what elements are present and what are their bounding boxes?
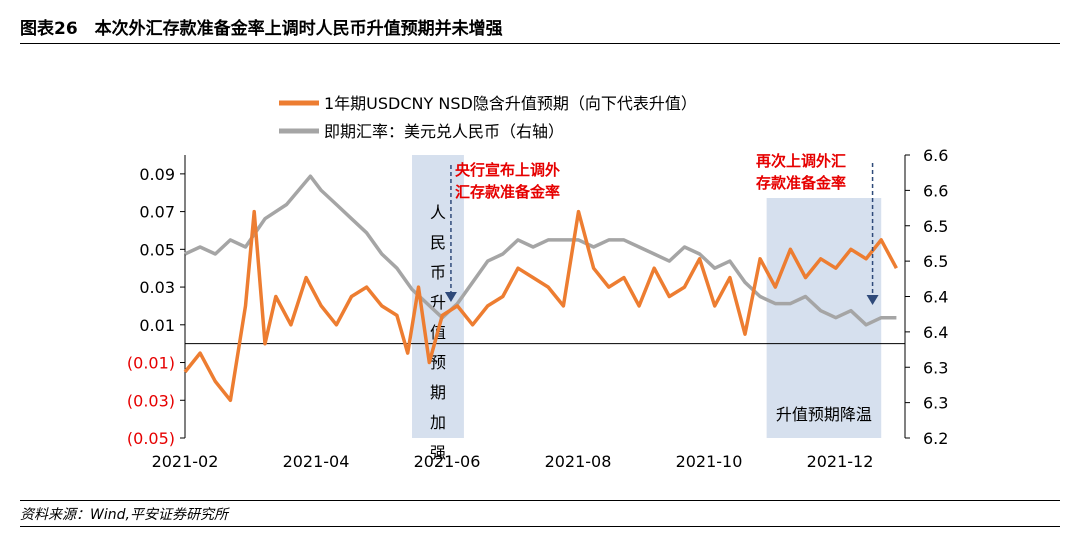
- y-right-tick-label: 6.3: [923, 394, 948, 413]
- y-left-tick-label: 0.09: [139, 165, 175, 184]
- source-note: 资料来源：Wind,平安证券研究所: [20, 507, 228, 523]
- y-right-tick-label: 6.6: [923, 146, 948, 165]
- shade-band: [766, 198, 882, 438]
- annotation-arrow-head: [866, 295, 879, 305]
- legend-item-spot-label: 即期汇率：美元兑人民币（右轴）: [324, 122, 564, 141]
- y-left-tick-label: (0.01): [127, 354, 175, 373]
- annotation-arrow-head: [444, 292, 457, 302]
- source-rule-bottom: [20, 526, 1060, 527]
- x-tick-label: 2021-10: [676, 452, 743, 471]
- y-right-tick-label: 6.5: [923, 252, 948, 271]
- series-line-nsd: [183, 209, 898, 403]
- band-label: 人民币升值预期加强: [430, 203, 446, 462]
- y-right-tick-label: 6.3: [923, 358, 948, 377]
- x-tick-label: 2021-04: [283, 452, 350, 471]
- y-left-tick-label: (0.03): [127, 391, 175, 410]
- x-tick-label: 2021-08: [545, 452, 612, 471]
- source-rule-top: [20, 500, 1060, 501]
- x-tick-label: 2021-06: [414, 452, 481, 471]
- title-rule: [20, 43, 1060, 44]
- y-right-tick-label: 6.4: [923, 288, 948, 307]
- annotation-text: 汇存款准备金率: [455, 183, 560, 201]
- series-line-spot: [184, 174, 897, 327]
- annotation-text: 央行宣布上调外: [455, 161, 560, 179]
- y-right-tick-label: 6.6: [923, 181, 948, 200]
- y-left-tick-label: 0.01: [139, 316, 175, 335]
- band-label: 升值预期降温: [776, 405, 872, 424]
- x-tick-label: 2021-02: [152, 452, 219, 471]
- legend-item-nsd-label: 1年期USDCNY NSD隐含升值预期（向下代表升值）: [324, 94, 697, 113]
- y-left-tick-label: 0.07: [139, 203, 175, 222]
- x-tick-label: 2021-12: [807, 452, 874, 471]
- y-right-tick-label: 6.4: [923, 323, 948, 342]
- y-right-tick-label: 6.2: [923, 429, 948, 448]
- annotation-text: 再次上调外汇: [756, 152, 846, 170]
- y-left-tick-label: 0.05: [139, 240, 175, 259]
- y-left-tick-label: 0.03: [139, 278, 175, 297]
- chart-title: 图表26 本次外汇存款准备金率上调时人民币升值预期并未增强: [20, 19, 503, 39]
- annotation-text: 存款准备金率: [756, 174, 846, 192]
- y-right-tick-label: 6.5: [923, 217, 948, 236]
- y-left-tick-label: (0.05): [127, 429, 175, 448]
